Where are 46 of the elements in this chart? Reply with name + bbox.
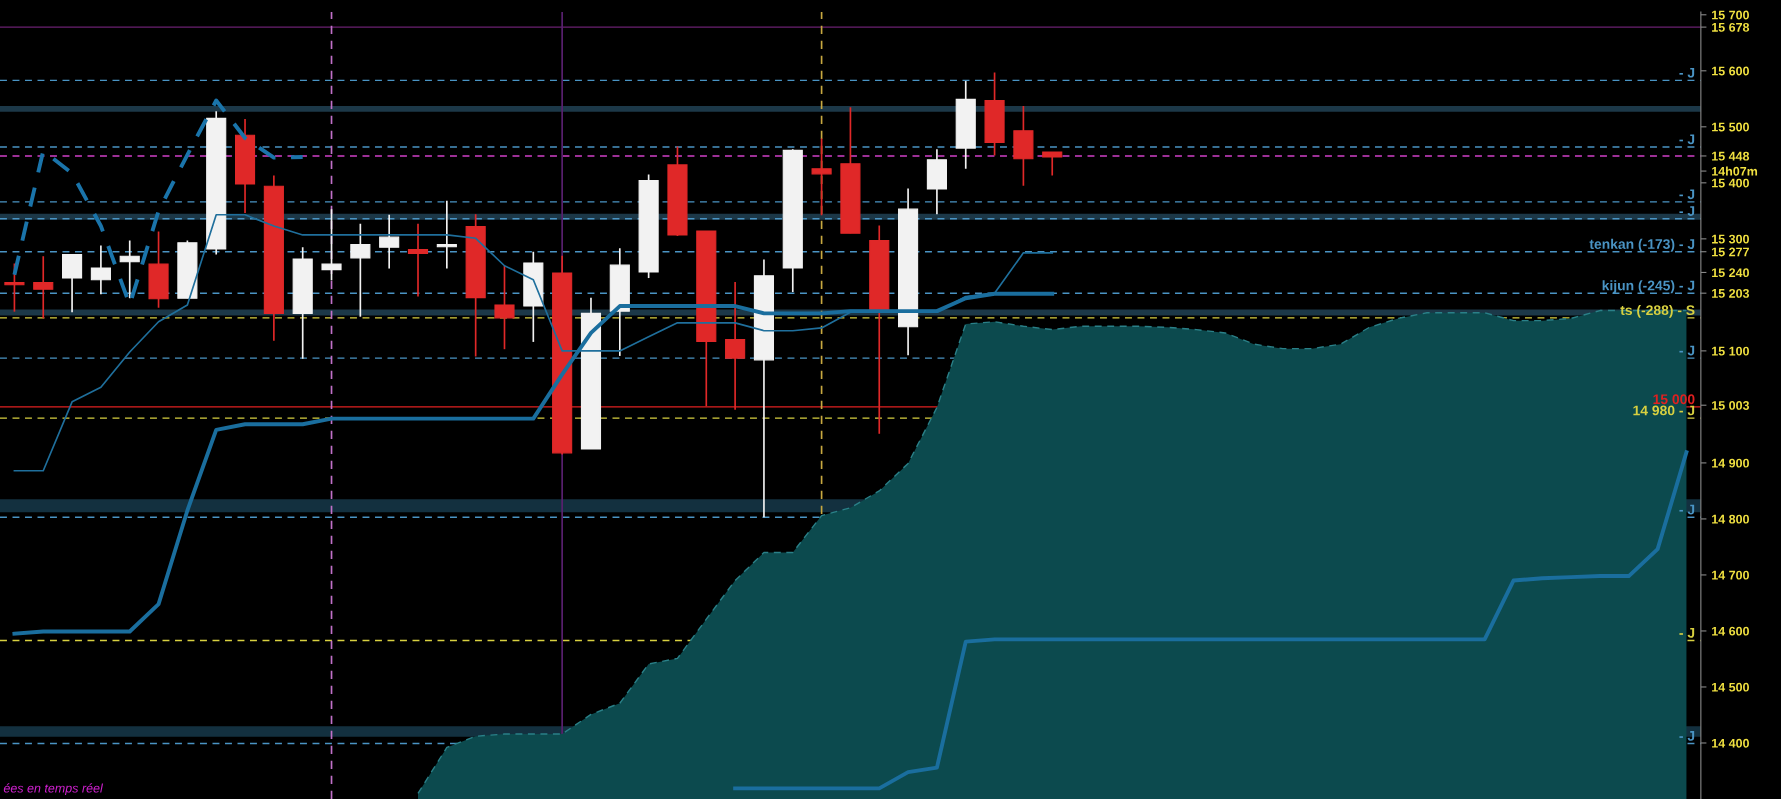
annotation: ées en temps réel (3, 783, 104, 796)
candlestick (811, 137, 832, 217)
line-series (733, 450, 1689, 791)
ref-line-label: - J (1679, 67, 1695, 78)
ref-line-label: - J (1679, 345, 1695, 356)
y-tick-label: 15 003 (1712, 401, 1750, 410)
candlestick (119, 239, 140, 300)
candlestick (494, 264, 515, 351)
ref-line-label: 14 980 - J (1633, 405, 1695, 416)
y-tick-label: 15 700 (1712, 10, 1749, 20)
candlestick (1042, 151, 1063, 177)
y-tick-label: 15 277 (1712, 247, 1749, 257)
ref-line-label: - J (1679, 504, 1695, 515)
ref-line-label: - J (1679, 206, 1695, 216)
y-tick-label: 14 700 (1712, 570, 1749, 580)
y-tick-label: 15 500 (1712, 122, 1749, 132)
candlestick (350, 222, 371, 318)
y-tick-label: 15 400 (1712, 178, 1749, 188)
y-tick-label: 14 600 (1712, 626, 1749, 636)
y-tick-label: 15 203 (1712, 288, 1750, 298)
y-tick-label: 15 678 (1712, 22, 1750, 32)
candlestick (321, 208, 342, 282)
ref-line-label: - J (1679, 731, 1695, 741)
ref-line-label: kijun (-245) - J (1602, 280, 1695, 294)
y-tick-label: 15 448 (1712, 151, 1750, 161)
y-tick-label: 14 400 (1712, 738, 1749, 748)
candlestick (33, 255, 54, 320)
y-tick-label: 14 800 (1712, 514, 1749, 524)
y-tick-label: 15 240 (1712, 268, 1749, 278)
candlestick (407, 222, 429, 298)
candlestick (379, 213, 400, 270)
ref-line-label: ts (-288) - S (1620, 304, 1695, 318)
y-tick-label: 15 300 (1712, 234, 1749, 244)
ref-line-label: - J (1679, 628, 1695, 638)
y-tick-label: 14 900 (1712, 458, 1749, 468)
y-tick-label: 14 500 (1712, 682, 1749, 692)
ref-line-label: - J (1679, 189, 1695, 200)
ref-line-label: 15 000 (1653, 394, 1695, 405)
ref-line-label: tenkan (-173) - J (1589, 238, 1695, 252)
candlestick (62, 253, 83, 314)
ref-line-label: - J (1679, 134, 1695, 145)
y-tick-label: 15 100 (1712, 346, 1749, 356)
y-tick-label: 15 600 (1712, 66, 1749, 76)
candlestick (90, 244, 111, 296)
y-tick-label: 14h07m (1712, 166, 1758, 176)
candlestick (436, 199, 457, 270)
